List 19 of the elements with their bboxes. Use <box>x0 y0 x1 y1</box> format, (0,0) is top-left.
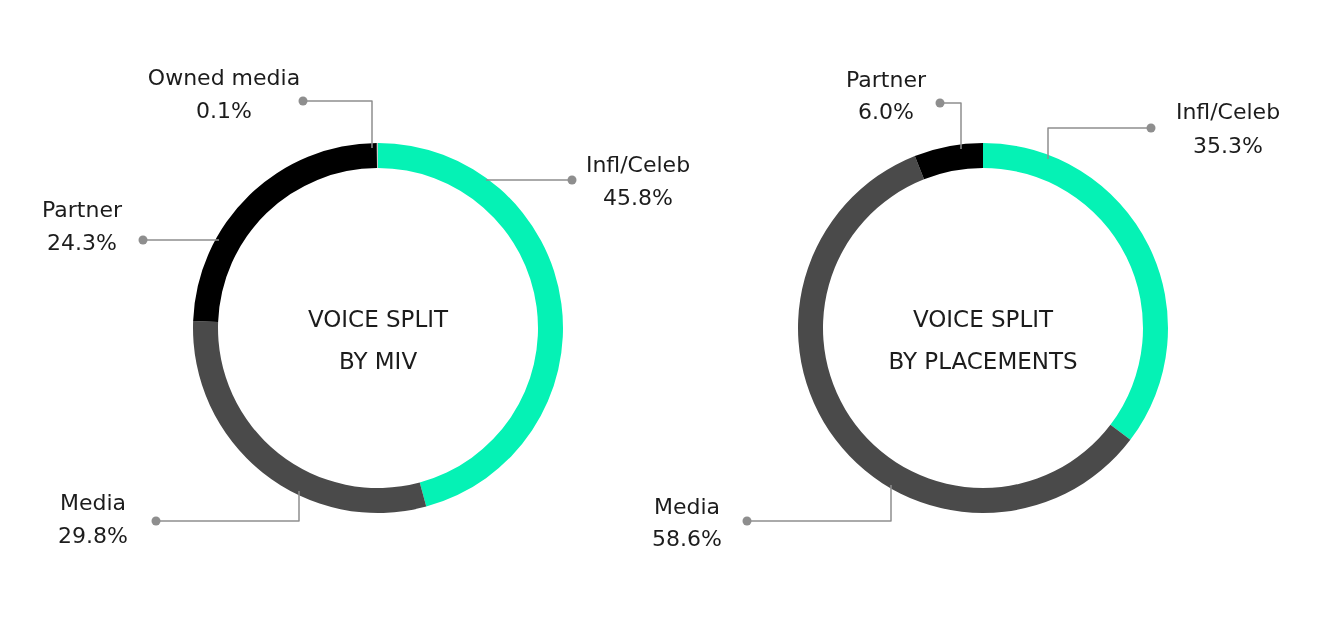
data-label: 29.8% <box>58 523 128 548</box>
text: VOICE SPLIT BY MIV <box>307 306 450 374</box>
slice-label: Partner <box>42 197 123 222</box>
donut-slice <box>914 143 983 180</box>
data-label: 0.1% <box>196 98 252 123</box>
data-label: 58.6% <box>652 526 722 551</box>
slice-label: Partner <box>846 67 927 92</box>
text: VOICE SPLIT BY PLACEMENTS <box>888 306 1078 374</box>
donut-slice <box>798 156 1131 513</box>
data-label: 24.3% <box>47 230 117 255</box>
slice-label: Media <box>59 490 127 515</box>
slice-label: Infl/Celeb <box>585 152 691 177</box>
donut-slice <box>378 143 563 507</box>
slice-label: Owned media <box>147 65 301 90</box>
data-label: 35.3% <box>1193 133 1263 158</box>
slice-label: Infl/Celeb <box>1175 99 1281 124</box>
data-label: 6.0% <box>858 99 914 124</box>
slice-label: Media <box>653 494 721 519</box>
data-label: 45.8% <box>603 185 673 210</box>
